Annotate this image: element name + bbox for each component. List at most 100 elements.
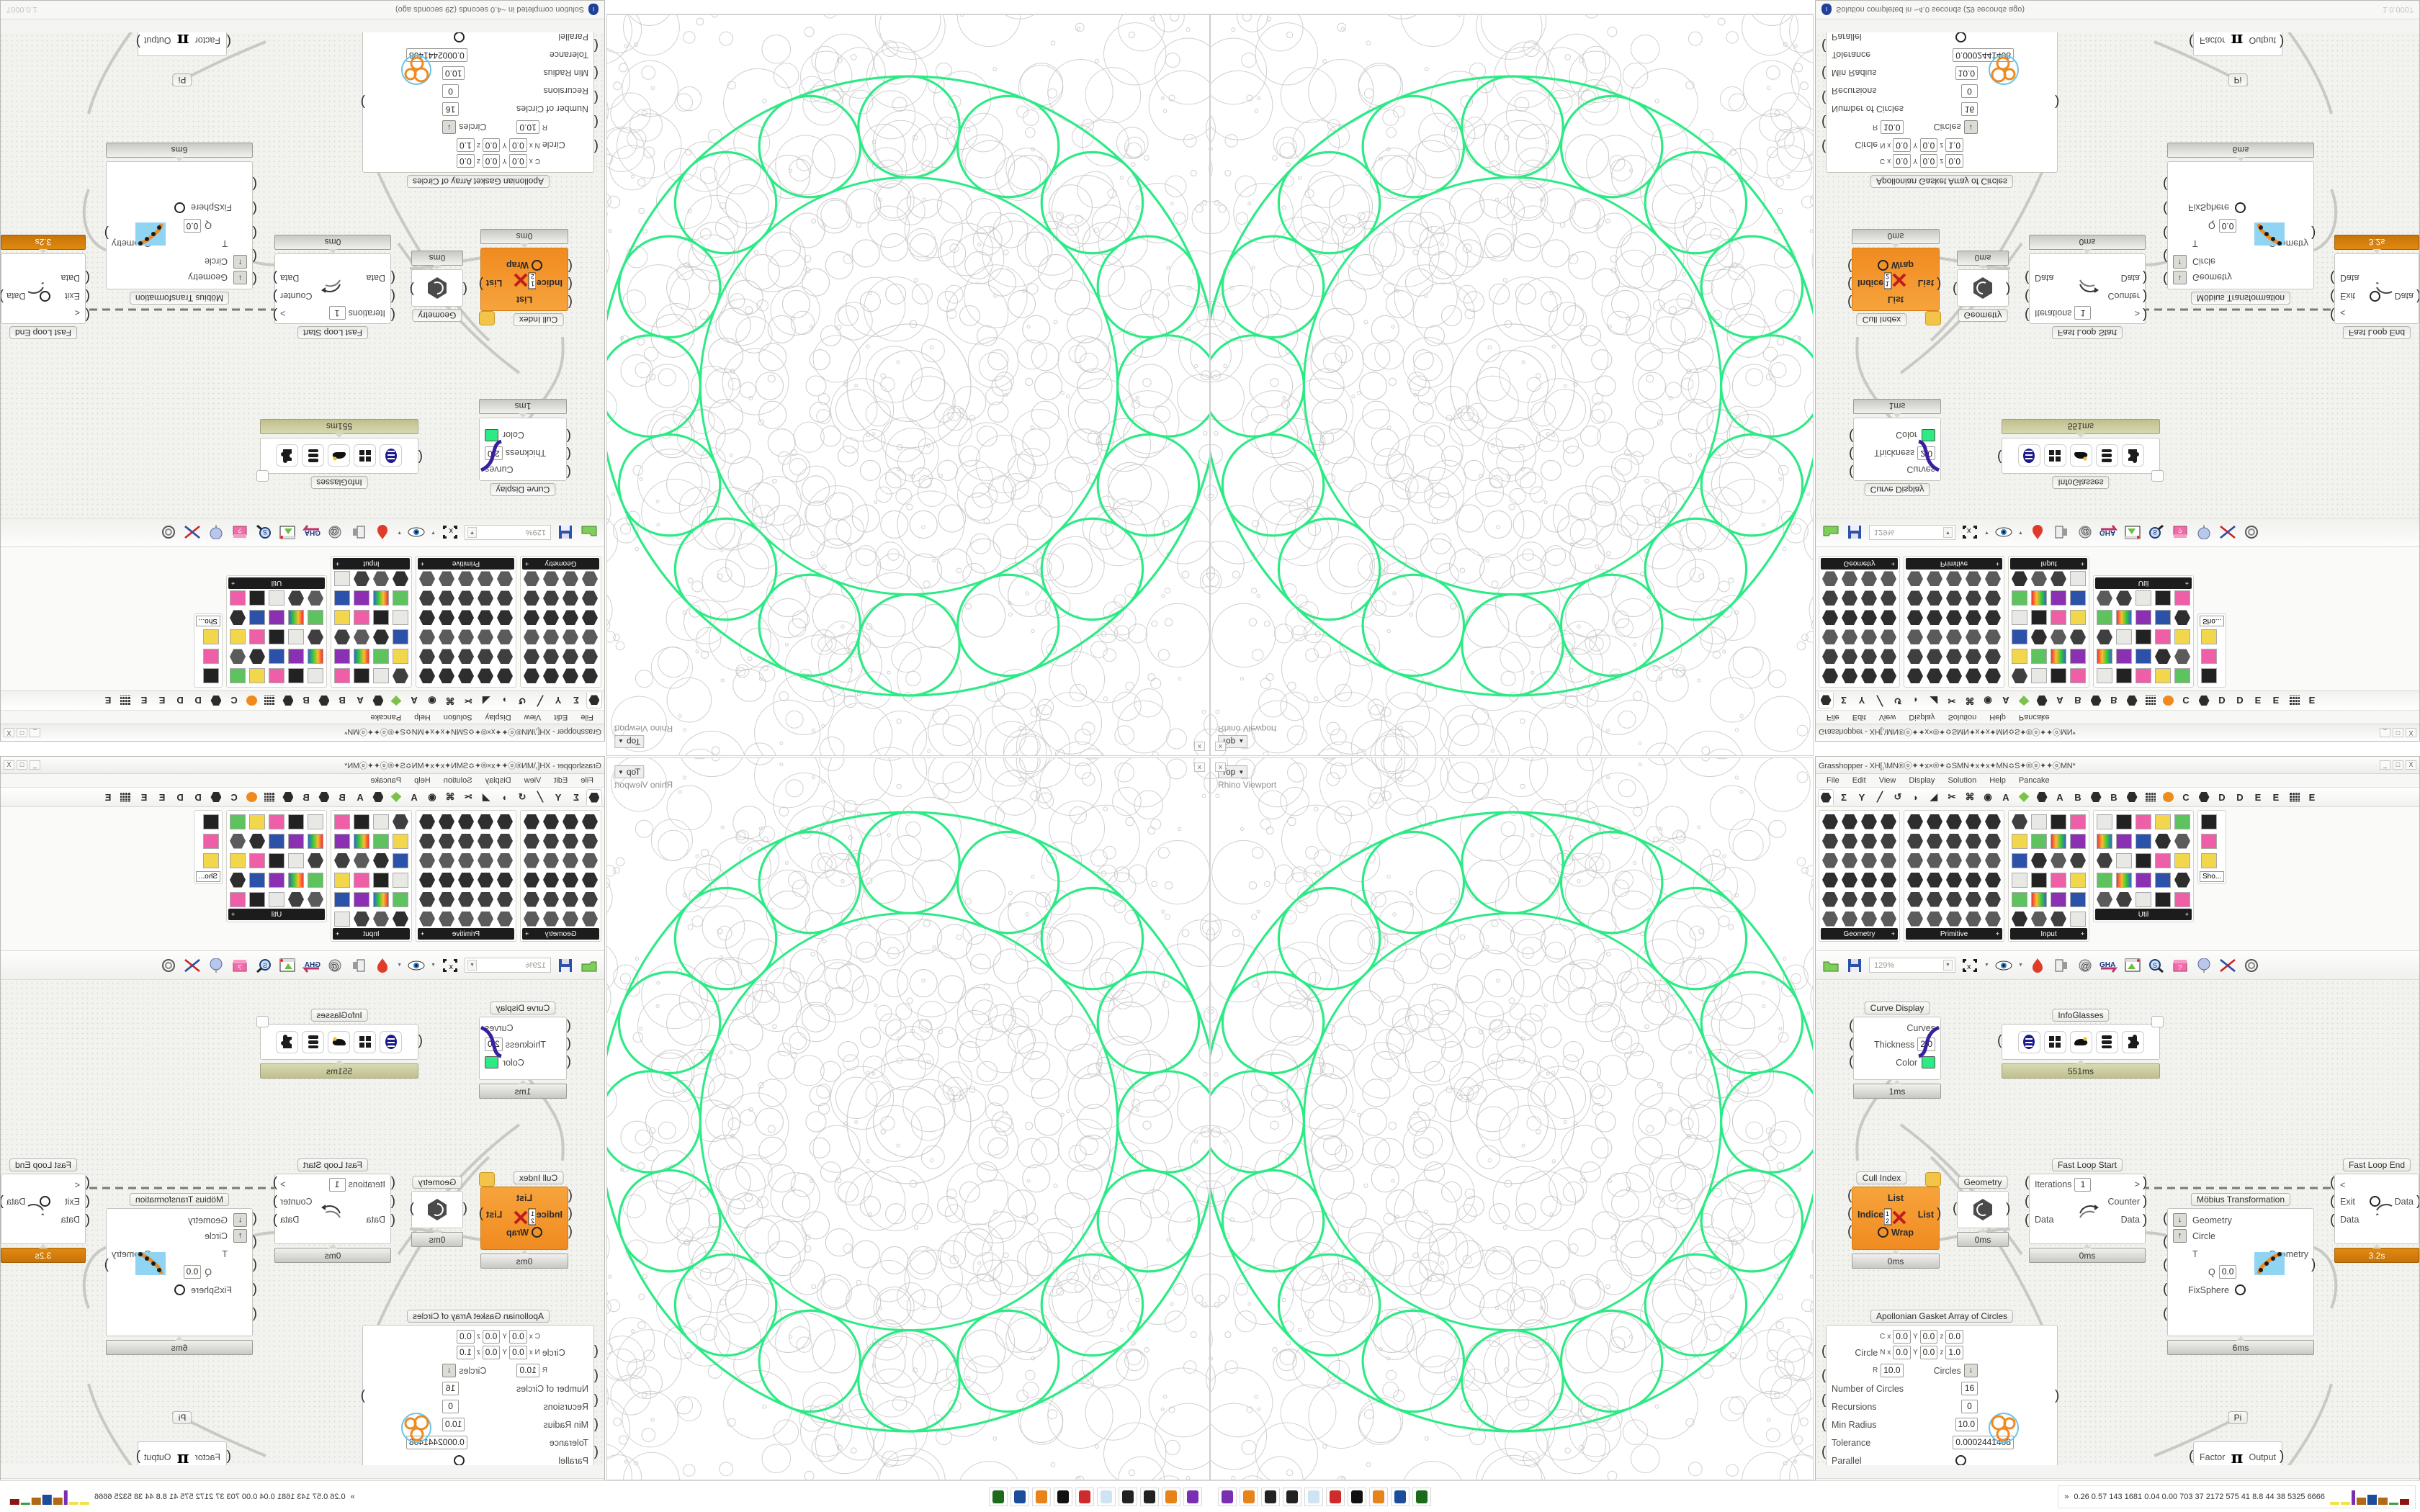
component-icon[interactable] — [2154, 608, 2172, 627]
n-z-input[interactable]: 1.0 — [457, 138, 475, 152]
component-icon[interactable] — [496, 667, 514, 685]
param-row[interactable]: C x 0.0 Y 0.0 z 0.0 — [1827, 154, 2057, 172]
component-icon[interactable] — [1964, 909, 1983, 928]
ribbon-tab-sets-icon[interactable]: Υ — [1858, 791, 1865, 803]
param-row[interactable]: ↑ Circle — [2168, 1227, 2313, 1245]
geometry-down-button[interactable]: ↓ — [233, 271, 247, 284]
input-port[interactable] — [565, 294, 573, 306]
number-of-circles-input[interactable]: 16 — [1961, 102, 1978, 116]
ribbon-group-extra[interactable]: Sho... — [2197, 810, 2227, 884]
node-geometry-param[interactable]: Geometry 0ms — [1953, 1176, 2010, 1247]
expand-icon[interactable]: + — [421, 930, 425, 937]
input-port[interactable] — [564, 464, 571, 476]
recursions-input[interactable]: 0 — [442, 84, 459, 98]
viewport-close-icon[interactable]: x — [1194, 742, 1205, 751]
input-port[interactable] — [2163, 1306, 2170, 1322]
component-icon[interactable] — [1945, 608, 1963, 627]
ribbon-tab-tab-d2-icon[interactable]: D — [2236, 695, 2244, 706]
lines-glyph-icon[interactable] — [380, 444, 403, 467]
component-icon[interactable] — [437, 870, 456, 889]
c-y-input[interactable]: 0.0 — [1919, 154, 1938, 168]
component-icon[interactable] — [457, 890, 475, 909]
component-icon[interactable] — [372, 870, 390, 889]
component-icon[interactable] — [437, 667, 456, 685]
grasshopper-window-top-right[interactable]: Grasshopper - XH[,\MN®ⓞ✦✦x×®✦≎SMN✦x✦x✦MN… — [1815, 0, 2420, 742]
param-row[interactable]: ↑ Circle — [107, 253, 252, 271]
ribbon-tab-tab-e2-icon[interactable]: E — [140, 695, 148, 706]
ribbon-tab-sets-icon[interactable]: Υ — [1858, 695, 1865, 706]
component-icon[interactable] — [2030, 589, 2048, 608]
component-icon[interactable] — [333, 909, 351, 928]
param-row[interactable]: Iterations 1 > — [2030, 305, 2145, 323]
node-body[interactable]: Iterations 1 > Counter Data Data — [274, 1174, 391, 1244]
dog-glyph-icon[interactable] — [328, 444, 351, 467]
output-port[interactable] — [476, 276, 483, 288]
component-icon[interactable] — [1964, 812, 1983, 831]
component-icon[interactable] — [372, 909, 390, 928]
output-port[interactable] — [2143, 270, 2150, 282]
input-port[interactable] — [2163, 201, 2170, 212]
iterations-input[interactable]: 1 — [328, 1177, 346, 1192]
gha-icon[interactable]: GHA — [302, 956, 321, 975]
component-icon[interactable] — [561, 667, 580, 685]
window-icon[interactable] — [2123, 523, 2142, 542]
radius-input[interactable]: 10.0 — [516, 1364, 539, 1377]
component-icon[interactable] — [2030, 667, 2048, 685]
gh-title-bar[interactable]: Grasshopper - XH[,\MN®ⓞ✦✦x×®✦≎SMN✦x✦x✦MN… — [1, 724, 604, 741]
component-icon[interactable] — [2134, 832, 2153, 850]
q-input[interactable]: 0.0 — [2218, 219, 2237, 233]
expand-icon[interactable]: + — [1891, 930, 1895, 937]
scissors-icon[interactable] — [183, 523, 202, 542]
param-row[interactable]: Data — [2335, 1210, 2419, 1228]
component-icon[interactable] — [2134, 628, 2153, 647]
component-icon[interactable] — [418, 608, 436, 627]
input-port[interactable] — [1821, 1444, 1829, 1460]
component-icon[interactable] — [457, 608, 475, 627]
ribbon-tab-tab-e1-icon[interactable]: E — [2254, 695, 2262, 706]
component-icon[interactable] — [581, 890, 599, 909]
component-icon[interactable] — [2115, 851, 2133, 870]
component-icon[interactable] — [457, 570, 475, 588]
input-port[interactable] — [416, 1037, 423, 1048]
component-icon[interactable] — [2030, 870, 2048, 889]
component-icon[interactable] — [522, 570, 541, 588]
gha-icon[interactable]: GHA — [2099, 523, 2118, 542]
ribbon-tab-orange-dot-icon[interactable] — [244, 693, 260, 708]
ribbon-tab-tab-a1-icon[interactable]: A — [411, 791, 418, 803]
component-icon[interactable] — [522, 647, 541, 666]
component-icon[interactable] — [1964, 570, 1983, 588]
component-icon[interactable] — [522, 608, 541, 627]
c-y-input[interactable]: 0.0 — [1919, 1330, 1938, 1344]
component-icon[interactable] — [476, 832, 495, 850]
output-port[interactable] — [2143, 1194, 2150, 1210]
component-icon[interactable] — [287, 832, 305, 850]
input-port[interactable] — [1821, 1368, 1829, 1384]
output-port[interactable] — [2416, 289, 2419, 300]
gh-menu-bar[interactable]: File Edit View Display Solution Help Pan… — [1816, 774, 2419, 788]
component-icon[interactable] — [202, 628, 220, 647]
component-icon[interactable] — [1821, 647, 1839, 666]
component-icon[interactable] — [1840, 647, 1859, 666]
component-icon[interactable] — [2010, 832, 2029, 850]
ribbon-tab-mountain-icon[interactable] — [316, 693, 332, 708]
component-icon[interactable] — [1860, 570, 1878, 588]
component-icon[interactable] — [2010, 570, 2029, 588]
component-icon[interactable] — [228, 851, 247, 870]
node-body[interactable] — [256, 1016, 418, 1060]
component-icon[interactable] — [496, 628, 514, 647]
param-row[interactable]: Number of Circles 16 — [1827, 100, 2057, 118]
component-icon[interactable] — [333, 832, 351, 850]
viewport-close-icon[interactable]: x — [1215, 762, 1226, 772]
component-icon[interactable] — [267, 608, 286, 627]
recursions-input[interactable]: 0 — [442, 1400, 459, 1413]
warning-balloon-icon[interactable] — [1925, 1172, 1941, 1187]
node-body[interactable]: C x 0.0 Y 0.0 z 0.0 Circle N x 0.0 Y — [1826, 32, 2058, 173]
component-icon[interactable] — [418, 832, 436, 850]
component-icon[interactable] — [306, 589, 325, 608]
component-icon[interactable] — [267, 628, 286, 647]
component-icon[interactable] — [1984, 570, 2002, 588]
node-fast-loop-end[interactable]: Fast Loop End < Exit Data Data — [2334, 235, 2419, 339]
menu-file[interactable]: File — [1827, 776, 1839, 785]
ribbon-tab-bar[interactable]: Σ Υ ╱ ↺ ◗ ◢ ✂ ⌘ ◉ A A B B C D D E E E — [1816, 788, 2419, 807]
